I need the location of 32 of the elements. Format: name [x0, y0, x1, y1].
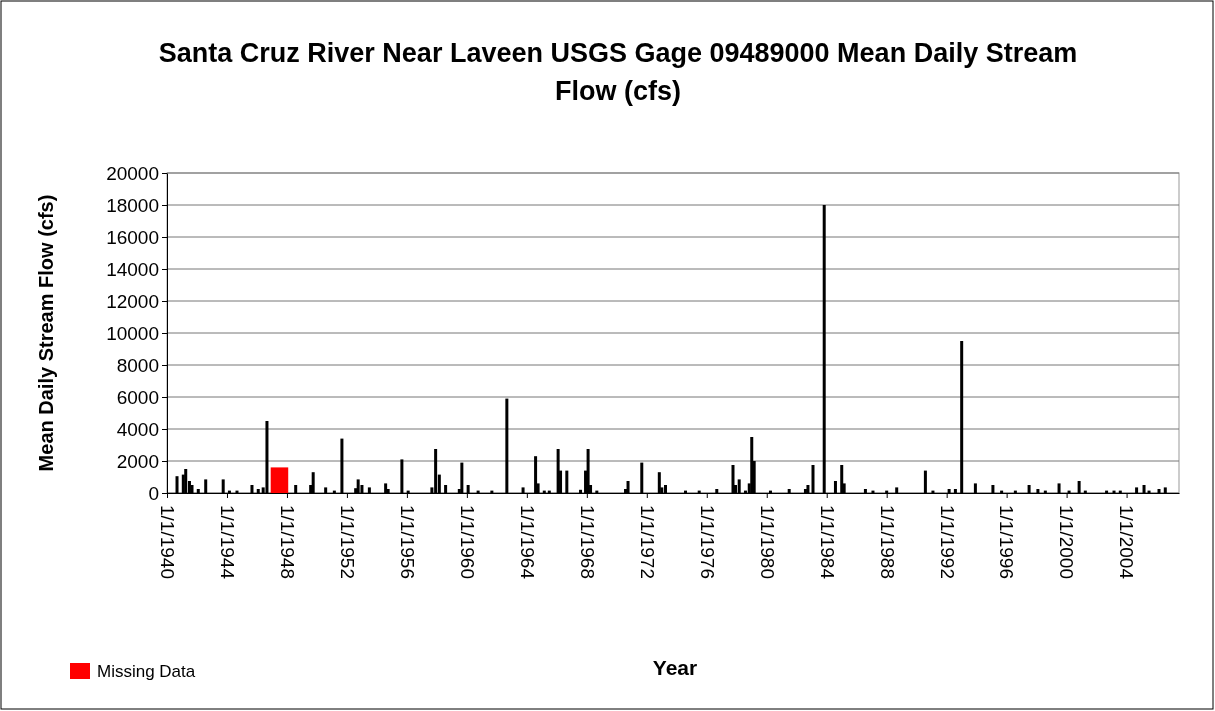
x-tick-label: 1/1/1984 — [816, 505, 838, 580]
y-tick-label: 0 — [148, 483, 159, 505]
chart-title: Santa Cruz River Near Laveen USGS Gage 09489000 Mean Daily Stream Flow (cfs) — [158, 38, 1078, 106]
x-tick-label: 1/1/1992 — [936, 505, 958, 579]
x-tick-label: 1/1/1996 — [996, 505, 1018, 579]
x-axis-title: Year — [652, 656, 698, 679]
x-tick-label: 1/1/1980 — [756, 505, 778, 579]
legend-label: Missing Data — [97, 661, 196, 681]
y-tick-label: 20000 — [106, 163, 159, 185]
x-tick-label: 1/1/1956 — [396, 505, 418, 579]
x-tick-label: 1/1/1944 — [216, 505, 238, 580]
y-tick-label: 14000 — [106, 259, 159, 281]
x-tick-label: 1/1/1940 — [156, 505, 178, 579]
x-tick-label: 1/1/1952 — [336, 505, 358, 579]
y-axis-title: Mean Daily Stream Flow (cfs) — [35, 194, 57, 472]
x-tick-label: 1/1/1972 — [636, 505, 658, 579]
x-tick-label: 1/1/1976 — [696, 505, 718, 579]
y-tick-label: 4000 — [116, 419, 159, 441]
x-tick-label: 1/1/2000 — [1056, 505, 1078, 579]
x-tick-label: 1/1/1948 — [276, 505, 298, 579]
y-tick-label: 12000 — [106, 291, 159, 313]
x-tick-label: 1/1/2004 — [1116, 505, 1138, 580]
y-tick-label: 2000 — [116, 451, 159, 473]
x-tick-label: 1/1/1968 — [576, 505, 598, 579]
y-tick-label: 16000 — [106, 227, 159, 249]
x-tick-label: 1/1/1960 — [456, 505, 478, 579]
y-tick-label: 18000 — [106, 195, 159, 217]
x-tick-label: 1/1/1964 — [516, 505, 538, 580]
y-tick-label: 10000 — [106, 323, 159, 345]
y-tick-label: 6000 — [116, 387, 159, 409]
y-tick-label: 8000 — [116, 355, 159, 377]
x-tick-label: 1/1/1988 — [876, 505, 898, 579]
